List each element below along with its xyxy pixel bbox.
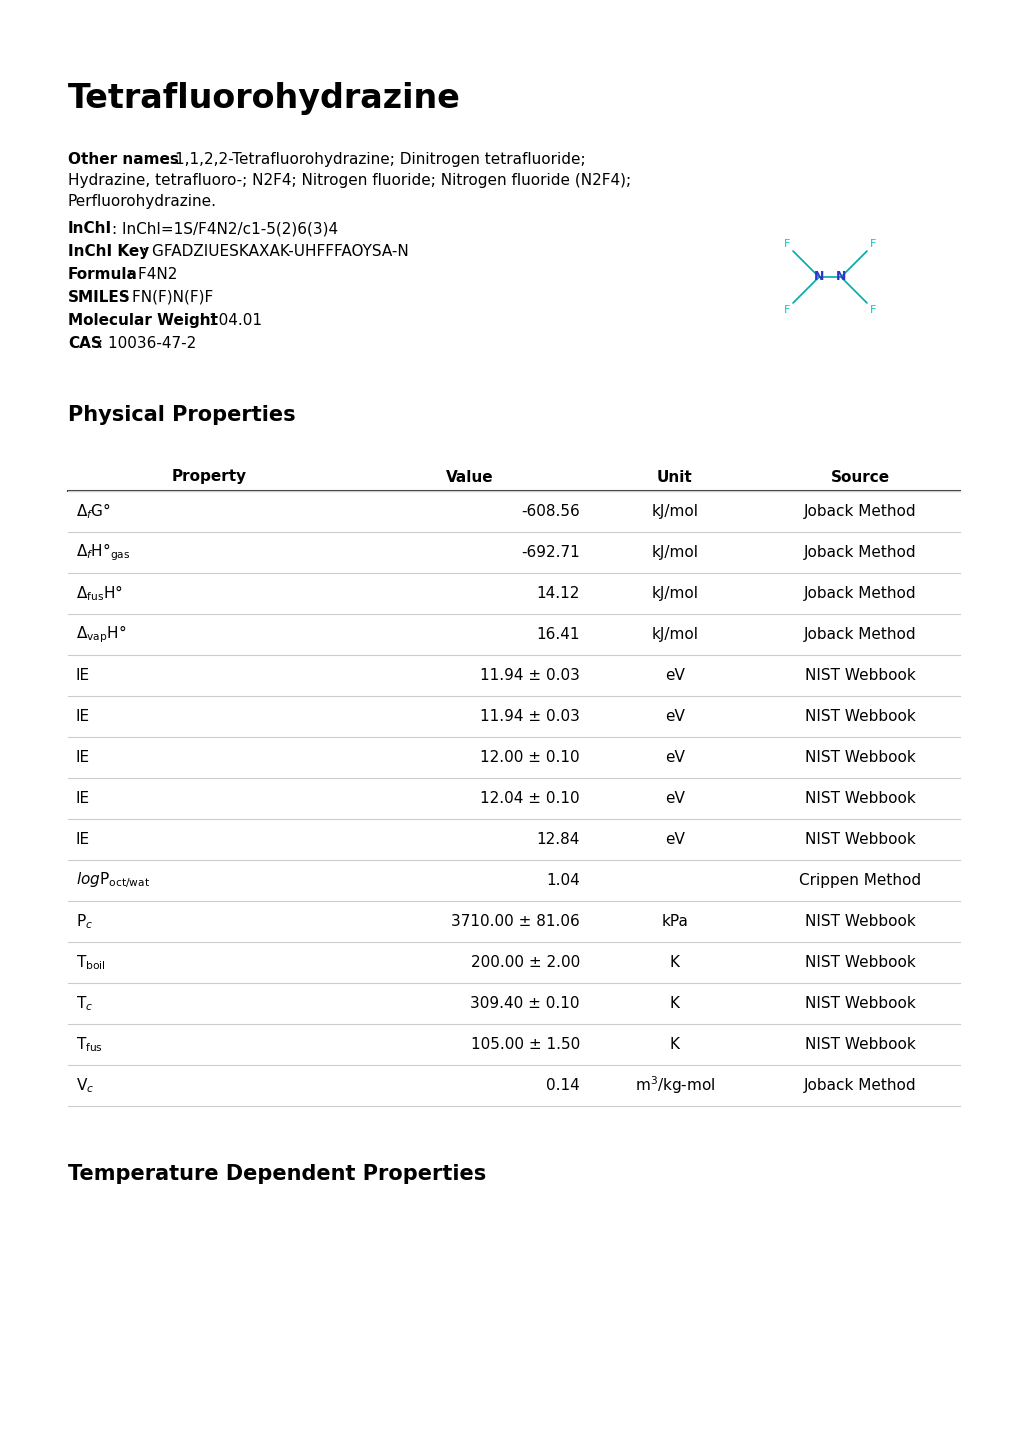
Text: Value: Value (445, 470, 493, 485)
Text: N: N (835, 271, 846, 284)
Text: 11.94 ± 0.03: 11.94 ± 0.03 (480, 709, 580, 724)
Text: $\Delta_f$G°: $\Delta_f$G° (76, 502, 111, 522)
Text: F: F (783, 239, 790, 249)
Text: Formula: Formula (68, 267, 138, 283)
Text: $\mathit{log}$P$_{\rm oct/wat}$: $\mathit{log}$P$_{\rm oct/wat}$ (76, 871, 150, 891)
Text: Joback Method: Joback Method (803, 585, 915, 601)
Text: IE: IE (76, 709, 90, 724)
Text: 12.04 ± 0.10: 12.04 ± 0.10 (480, 792, 580, 806)
Text: IE: IE (76, 750, 90, 766)
Text: V$_c$: V$_c$ (76, 1076, 94, 1094)
Text: kJ/mol: kJ/mol (651, 627, 698, 642)
Text: : InChI=1S/F4N2/c1-5(2)6(3)4: : InChI=1S/F4N2/c1-5(2)6(3)4 (112, 221, 337, 236)
Text: : 1,1,2,2-Tetrafluorohydrazine; Dinitrogen tetrafluoride;: : 1,1,2,2-Tetrafluorohydrazine; Dinitrog… (165, 151, 585, 167)
Text: N: N (813, 271, 823, 284)
Text: Joback Method: Joback Method (803, 627, 915, 642)
Text: Unit: Unit (656, 470, 692, 485)
Text: NIST Webbook: NIST Webbook (804, 709, 914, 724)
Text: T$_{\rm boil}$: T$_{\rm boil}$ (76, 953, 106, 972)
Text: : 104.01: : 104.01 (199, 313, 262, 327)
Text: kJ/mol: kJ/mol (651, 585, 698, 601)
Text: F: F (869, 239, 875, 249)
Text: F: F (783, 306, 790, 314)
Text: 11.94 ± 0.03: 11.94 ± 0.03 (480, 668, 580, 684)
Text: NIST Webbook: NIST Webbook (804, 832, 914, 846)
Text: Other names: Other names (68, 151, 178, 167)
Text: 1.04: 1.04 (546, 872, 580, 888)
Text: m$^3$/kg-mol: m$^3$/kg-mol (634, 1074, 714, 1096)
Text: K: K (669, 996, 680, 1011)
Text: F: F (869, 306, 875, 314)
Text: : FN(F)N(F)F: : FN(F)N(F)F (122, 290, 213, 306)
Text: kJ/mol: kJ/mol (651, 505, 698, 519)
Text: NIST Webbook: NIST Webbook (804, 1037, 914, 1053)
Text: IE: IE (76, 668, 90, 684)
Text: NIST Webbook: NIST Webbook (804, 914, 914, 929)
Text: InChI: InChI (68, 221, 112, 236)
Text: Joback Method: Joback Method (803, 1079, 915, 1093)
Text: Joback Method: Joback Method (803, 545, 915, 559)
Text: Source: Source (829, 470, 889, 485)
Text: kJ/mol: kJ/mol (651, 545, 698, 559)
Text: T$_{\rm fus}$: T$_{\rm fus}$ (76, 1035, 103, 1054)
Text: $\Delta_f$H°$_{\rm gas}$: $\Delta_f$H°$_{\rm gas}$ (76, 542, 130, 564)
Text: 14.12: 14.12 (536, 585, 580, 601)
Text: eV: eV (664, 792, 685, 806)
Text: K: K (669, 955, 680, 970)
Text: 12.00 ± 0.10: 12.00 ± 0.10 (480, 750, 580, 766)
Text: $\Delta_{\rm fus}$H°: $\Delta_{\rm fus}$H° (76, 584, 122, 603)
Text: 0.14: 0.14 (546, 1079, 580, 1093)
Text: 309.40 ± 0.10: 309.40 ± 0.10 (470, 996, 580, 1011)
Text: NIST Webbook: NIST Webbook (804, 668, 914, 684)
Text: IE: IE (76, 832, 90, 846)
Text: K: K (669, 1037, 680, 1053)
Text: eV: eV (664, 668, 685, 684)
Text: Property: Property (171, 470, 247, 485)
Text: $\Delta_{\rm vap}$H°: $\Delta_{\rm vap}$H° (76, 624, 126, 646)
Text: : GFADZIUESKAXAK-UHFFFAOYSA-N: : GFADZIUESKAXAK-UHFFFAOYSA-N (142, 244, 409, 260)
Text: Temperature Dependent Properties: Temperature Dependent Properties (68, 1164, 486, 1184)
Text: NIST Webbook: NIST Webbook (804, 750, 914, 766)
Text: NIST Webbook: NIST Webbook (804, 792, 914, 806)
Text: P$_c$: P$_c$ (76, 913, 93, 932)
Text: : F4N2: : F4N2 (127, 267, 177, 283)
Text: IE: IE (76, 792, 90, 806)
Text: SMILES: SMILES (68, 290, 130, 306)
Text: Perfluorohydrazine.: Perfluorohydrazine. (68, 195, 217, 209)
Text: Crippen Method: Crippen Method (798, 872, 920, 888)
Text: NIST Webbook: NIST Webbook (804, 996, 914, 1011)
Text: -608.56: -608.56 (521, 505, 580, 519)
Text: NIST Webbook: NIST Webbook (804, 955, 914, 970)
Text: -692.71: -692.71 (521, 545, 580, 559)
Text: eV: eV (664, 750, 685, 766)
Text: Joback Method: Joback Method (803, 505, 915, 519)
Text: 105.00 ± 1.50: 105.00 ± 1.50 (471, 1037, 580, 1053)
Text: 12.84: 12.84 (536, 832, 580, 846)
Text: eV: eV (664, 709, 685, 724)
Text: CAS: CAS (68, 336, 102, 350)
Text: 3710.00 ± 81.06: 3710.00 ± 81.06 (450, 914, 580, 929)
Text: : 10036-47-2: : 10036-47-2 (98, 336, 196, 350)
Text: T$_c$: T$_c$ (76, 994, 93, 1012)
Text: eV: eV (664, 832, 685, 846)
Text: 200.00 ± 2.00: 200.00 ± 2.00 (471, 955, 580, 970)
Text: Physical Properties: Physical Properties (68, 405, 296, 425)
Text: 16.41: 16.41 (536, 627, 580, 642)
Text: Molecular Weight: Molecular Weight (68, 313, 218, 327)
Text: Hydrazine, tetrafluoro-; N2F4; Nitrogen fluoride; Nitrogen fluoride (N2F4);: Hydrazine, tetrafluoro-; N2F4; Nitrogen … (68, 173, 631, 187)
Text: kPa: kPa (661, 914, 688, 929)
Text: Tetrafluorohydrazine: Tetrafluorohydrazine (68, 82, 461, 115)
Text: InChI Key: InChI Key (68, 244, 149, 260)
